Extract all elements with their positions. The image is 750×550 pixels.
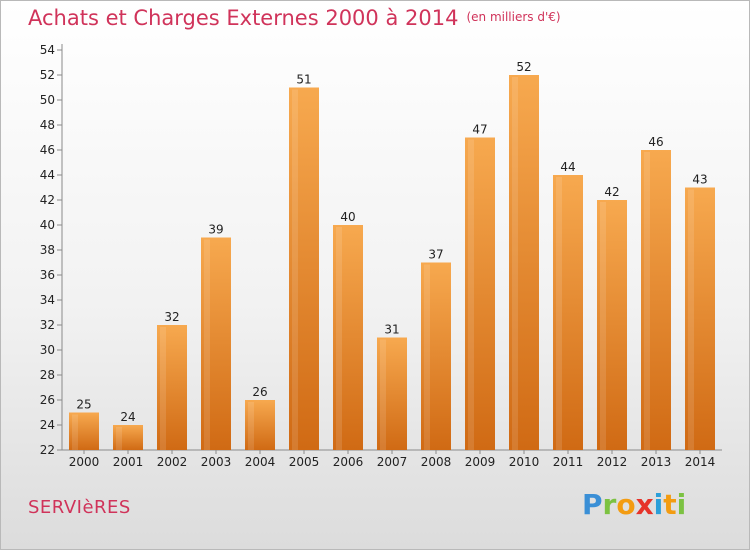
y-tick-label: 46 [40, 143, 55, 157]
x-tick-label: 2007 [377, 455, 408, 469]
data-label-2002: 32 [164, 310, 179, 324]
bar-highlight [644, 152, 650, 450]
y-tick-label: 38 [40, 243, 55, 257]
logo-letter: i [653, 488, 664, 521]
data-label-2013: 46 [648, 135, 663, 149]
data-label-2003: 39 [208, 223, 223, 237]
chart-subtitle: (en milliers d'€) [466, 10, 561, 24]
y-tick-label: 34 [40, 293, 55, 307]
data-label-2007: 31 [384, 323, 399, 337]
bar-2009 [465, 137, 495, 450]
bar-highlight [468, 139, 474, 450]
data-label-2006: 40 [340, 210, 355, 224]
proxiti-logo: Proxiti [582, 488, 686, 521]
bar-highlight [380, 339, 386, 450]
bar-2012 [597, 200, 627, 450]
y-tick-label: 52 [40, 68, 55, 82]
bar-2014 [685, 187, 715, 450]
x-tick-label: 2003 [201, 455, 232, 469]
x-tick-label: 2014 [685, 455, 716, 469]
bar-highlight [72, 414, 78, 450]
bar-2003 [201, 237, 231, 450]
logo-letter: t [663, 488, 677, 521]
bar-2001 [113, 425, 143, 450]
x-tick-label: 2011 [553, 455, 584, 469]
y-tick-label: 42 [40, 193, 55, 207]
bar-highlight [204, 239, 210, 450]
data-label-2000: 25 [76, 398, 91, 412]
bar-highlight [600, 202, 606, 450]
bar-highlight [292, 89, 298, 450]
chart-title-text: Achats et Charges Externes 2000 à 2014 [28, 6, 459, 30]
logo-letter: i [676, 488, 687, 521]
data-label-2012: 42 [604, 185, 619, 199]
bar-2011 [553, 175, 583, 450]
data-label-2001: 24 [120, 410, 135, 424]
y-tick-label: 24 [40, 418, 55, 432]
logo-letter: r [602, 488, 617, 521]
y-tick-label: 26 [40, 393, 55, 407]
bar-highlight [116, 427, 122, 450]
bar-2007 [377, 337, 407, 450]
y-tick-label: 48 [40, 118, 55, 132]
y-tick-label: 36 [40, 268, 55, 282]
x-tick-label: 2000 [69, 455, 100, 469]
data-label-2005: 51 [296, 73, 311, 87]
bar-2005 [289, 87, 319, 450]
x-tick-label: 2008 [421, 455, 452, 469]
chart-labels: 25 24 32 39 26 51 40 31 37 47 52 44 42 46 43 [76, 60, 707, 424]
x-tick-label: 2006 [333, 455, 364, 469]
x-tick-label: 2002 [157, 455, 188, 469]
x-tick-label: 2012 [597, 455, 628, 469]
bar-highlight [556, 177, 562, 450]
data-label-2009: 47 [472, 123, 487, 137]
bar-2002 [157, 325, 187, 450]
bar-2008 [421, 262, 451, 450]
y-tick-label: 28 [40, 368, 55, 382]
bar-highlight [424, 264, 430, 450]
chart-title: Achats et Charges Externes 2000 à 2014 (e… [28, 6, 561, 30]
x-tick-label: 2009 [465, 455, 496, 469]
bar-highlight [688, 189, 694, 450]
x-tick-label: 2004 [245, 455, 276, 469]
logo-letter: P [582, 488, 603, 521]
x-tick-label: 2013 [641, 455, 672, 469]
y-tick-label: 30 [40, 343, 55, 357]
chart-bars [69, 75, 715, 450]
bar-2000 [69, 412, 99, 450]
data-label-2004: 26 [252, 385, 267, 399]
data-label-2014: 43 [692, 173, 707, 187]
logo-letter: x [635, 488, 654, 521]
y-tick-label: 44 [40, 168, 55, 182]
y-tick-label: 22 [40, 443, 55, 457]
data-label-2011: 44 [560, 160, 575, 174]
bar-highlight [160, 327, 166, 450]
bar-highlight [336, 227, 342, 450]
bar-highlight [512, 77, 518, 450]
commune-name: SERVIèRES [28, 497, 131, 518]
y-tick-label: 54 [40, 43, 55, 57]
data-label-2008: 37 [428, 248, 443, 262]
x-tick-label: 2005 [289, 455, 320, 469]
data-label-2010: 52 [516, 60, 531, 74]
x-tick-label: 2001 [113, 455, 144, 469]
bar-2010 [509, 75, 539, 450]
y-tick-label: 32 [40, 318, 55, 332]
bar-2013 [641, 150, 671, 450]
logo-letter: o [616, 488, 636, 521]
y-tick-label: 50 [40, 93, 55, 107]
bar-2006 [333, 225, 363, 450]
x-tick-label: 2010 [509, 455, 540, 469]
y-tick-label: 40 [40, 218, 55, 232]
bar-highlight [248, 402, 254, 450]
bar-2004 [245, 400, 275, 450]
